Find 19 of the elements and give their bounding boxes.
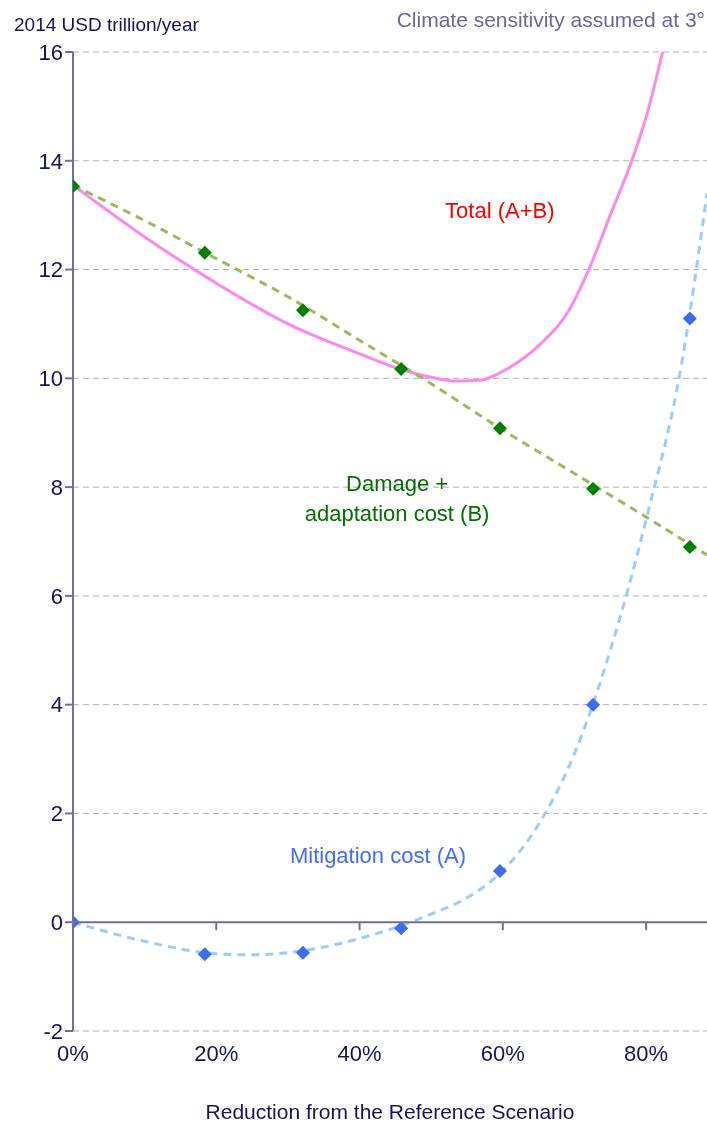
y-tick-label: 16 [38, 39, 63, 65]
x-tick-label: 40% [337, 1040, 382, 1066]
y-tick-label: 6 [50, 583, 63, 609]
x-tick-label: 80% [624, 1040, 669, 1066]
y-tick-label: 4 [50, 692, 63, 718]
y-tick-label: 2 [50, 801, 63, 827]
text: Total (A+B) [445, 197, 555, 223]
y-tick-label: 14 [38, 148, 63, 174]
x-tick-label: 20% [194, 1040, 239, 1066]
y-axis-title: 2014 USD trillion/year [14, 14, 199, 36]
series-label: Mitigation cost (A) [289, 843, 466, 869]
series-label: Damage + adaptation cost (B) [304, 471, 490, 527]
x-tick-label: 60% [480, 1040, 525, 1066]
y-tick-label: 12 [38, 257, 63, 283]
chart-title: Climate sensitivity assumed at 3° [396, 8, 705, 32]
y-tick-label: 0 [50, 910, 63, 936]
y-tick-label: 8 [50, 474, 63, 500]
x-axis-title: Reduction from the Reference Scenario [205, 1100, 575, 1123]
y-tick-label: 10 [38, 366, 63, 392]
